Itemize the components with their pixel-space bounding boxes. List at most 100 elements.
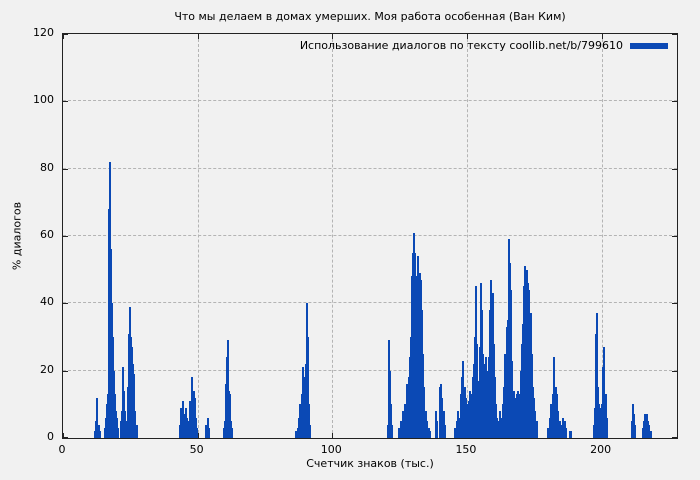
bar [462,361,464,438]
bar [134,411,136,438]
bar [528,290,530,438]
bar [553,357,555,438]
bar [208,428,210,438]
bar [486,371,488,438]
bar [415,276,417,438]
y-tick-label: 100 [33,93,54,107]
y-tick-mark [672,34,677,35]
chart-title: Что мы делаем в домах умерших. Моя работ… [174,10,566,23]
bar [570,431,572,438]
bar [308,404,310,438]
bar [436,421,438,438]
bar [644,414,646,438]
bar [231,428,233,438]
bar [443,411,445,438]
bar [606,418,608,438]
bar [562,418,564,438]
bar [96,411,98,438]
bar [307,337,309,438]
bar [295,431,297,438]
y-tick-mark [63,34,68,35]
legend-label: Использование диалогов по тексту coollib… [299,39,623,52]
bar [426,421,428,438]
bar [650,431,652,438]
y-tick-mark [672,236,677,237]
bar [605,394,607,438]
x-tick-mark [198,34,199,39]
bar [441,398,443,438]
bar [565,428,567,438]
gridline-horizontal [63,302,677,304]
bar [180,408,182,438]
gridline-vertical [466,34,468,438]
bar [391,425,393,438]
bar [136,425,138,438]
bar [550,404,552,438]
y-tick-mark [63,236,68,237]
x-tick-label: 150 [455,443,477,456]
y-tick-mark [672,437,677,438]
legend: Использование диалогов по тексту coollib… [300,39,668,52]
gridline-vertical [197,34,199,438]
y-tick-label: 20 [40,362,54,376]
bar [309,425,311,438]
gridline-horizontal [63,369,677,371]
gridline-horizontal [63,100,677,102]
x-tick-mark [332,34,333,39]
x-tick-label: 200 [590,443,612,456]
bar [125,421,127,438]
x-tick-mark [332,433,333,438]
y-tick-mark [63,437,68,438]
y-tick-label: 60 [40,228,54,241]
y-tick-label: 40 [40,295,54,309]
bar [560,425,562,438]
plot-area: Использование диалогов по тексту coollib… [62,33,678,439]
bar [504,354,506,438]
bar [596,313,598,438]
bar [500,418,502,438]
x-tick-mark [198,433,199,438]
bar [599,408,601,438]
bar [458,418,460,438]
bar [648,425,650,438]
y-tick-mark [63,101,68,102]
bar [454,428,456,438]
bar [423,387,425,438]
bar [536,421,538,438]
bar [514,398,516,438]
y-tick-label: 80 [40,160,54,174]
bar [490,280,492,438]
bar [417,256,419,438]
y-tick-label: 120 [33,26,54,39]
x-tick-label: 0 [58,443,66,456]
bar [497,421,499,438]
x-tick-mark [602,34,603,39]
bar [547,428,549,438]
x-tick-label: 100 [320,443,342,456]
bar [518,394,520,438]
bar [534,411,536,438]
y-tick-mark [672,169,677,170]
bar [557,411,559,438]
bar [187,421,189,438]
bar [99,431,101,438]
bar [191,377,193,438]
x-tick-label: 50 [189,443,204,456]
bar [117,428,119,438]
y-tick-mark [672,303,677,304]
x-tick-mark [63,34,64,39]
bar [466,404,468,438]
bar [634,425,636,438]
y-tick-mark [63,303,68,304]
bar [406,384,408,438]
y-tick-mark [63,371,68,372]
bar [196,428,198,438]
bar [398,428,400,438]
bar [402,411,404,438]
bar [299,404,301,438]
y-tick-mark [672,371,677,372]
bar [229,394,231,438]
y-tick-mark [672,101,677,102]
bar [390,404,392,438]
